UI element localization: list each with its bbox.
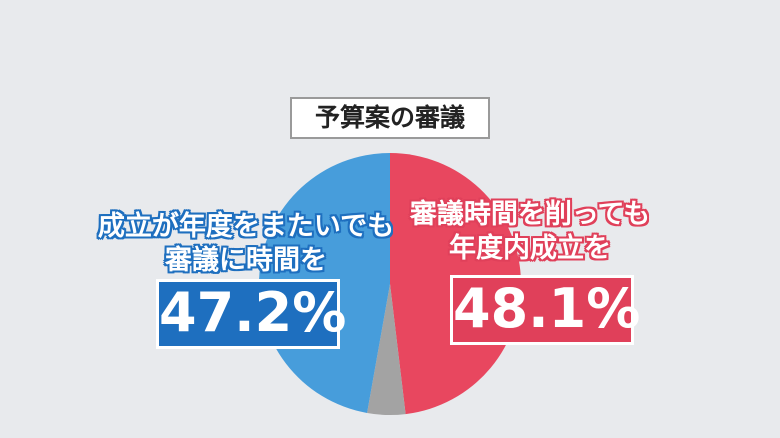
category-label: 審議時間を削っても 年度内成立を <box>409 199 651 264</box>
pie-slice <box>367 284 406 416</box>
value-label: 48.1% <box>450 275 640 345</box>
category-label: 成立が年度をまたいでも 審議に時間を <box>97 211 395 276</box>
chart-title: 予算案の審議 <box>290 97 490 139</box>
value-label: 47.2% <box>156 279 346 349</box>
